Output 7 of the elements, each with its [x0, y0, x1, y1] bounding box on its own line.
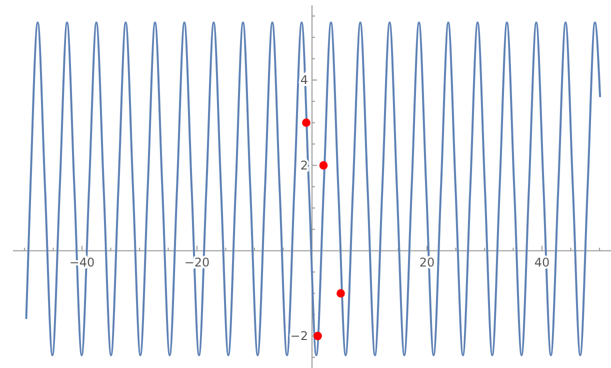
point	[314, 332, 322, 340]
y-tick-label: −2	[290, 329, 308, 344]
y-tick-label: 2	[300, 158, 308, 172]
point	[319, 161, 328, 170]
point	[336, 289, 345, 298]
point	[302, 118, 310, 127]
line-series	[25, 21, 602, 356]
